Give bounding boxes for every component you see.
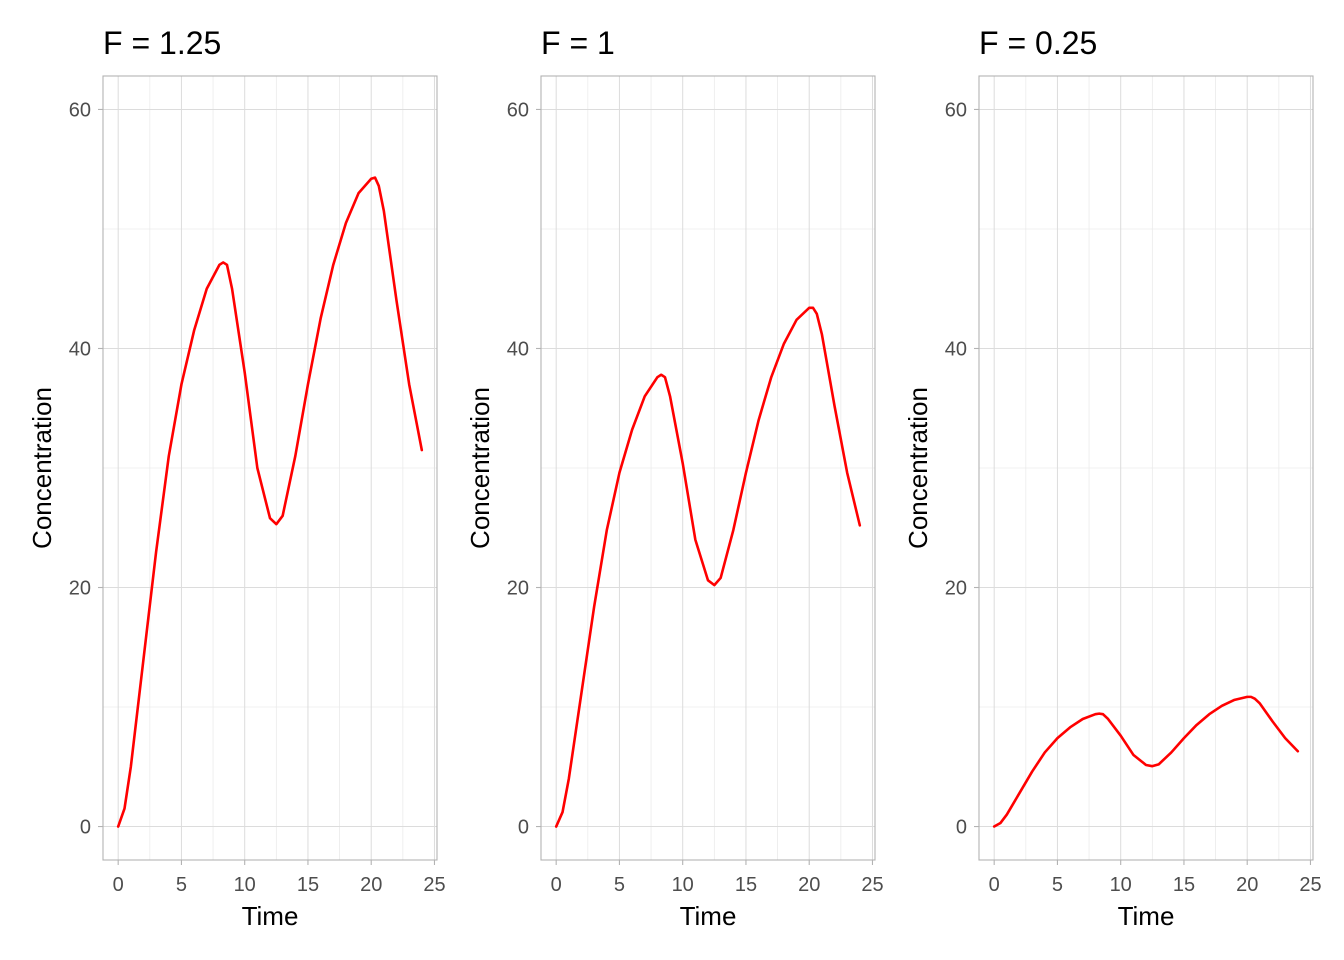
panel-title: F = 0.25: [979, 25, 1097, 61]
y-tick-label: 20: [507, 578, 529, 600]
panel-1: 0 5 10 15 20 25 0 20 40 60 F = 1.25 Time Concentrati…: [27, 25, 446, 931]
x-tick-label: 20: [360, 874, 382, 896]
x-tick-label: 10: [1110, 874, 1132, 896]
y-tick-label: 0: [956, 817, 967, 839]
y-tick-label: 40: [69, 338, 91, 360]
panel-title: F = 1.25: [103, 25, 221, 61]
y-tick-label: 40: [507, 338, 529, 360]
x-axis-label: Time: [242, 901, 299, 931]
y-axis-label: Concentration: [903, 387, 933, 549]
y-tick-label: 40: [945, 338, 967, 360]
y-tick-label: 20: [69, 578, 91, 600]
x-tick-label: 0: [551, 874, 562, 896]
panel-border: [540, 75, 876, 861]
panel-3: 0 5 10 15 20 25 0 20 40 60 F = 0.25 Time Concentrati…: [903, 25, 1322, 931]
y-axis-label: Concentration: [465, 387, 495, 549]
x-tick-label: 10: [672, 874, 694, 896]
x-tick-label: 20: [1236, 874, 1258, 896]
panel-border: [978, 75, 1314, 861]
x-tick-label: 0: [113, 874, 124, 896]
concentration-line: [992, 695, 1300, 828]
y-tick-label: 20: [945, 578, 967, 600]
y-axis-label: Concentration: [27, 387, 57, 549]
x-tick-label: 0: [989, 874, 1000, 896]
x-tick-label: 15: [1173, 874, 1195, 896]
concentration-line: [554, 306, 862, 828]
x-tick-label: 5: [176, 874, 187, 896]
panel-border: [102, 75, 438, 861]
y-tick-label: 0: [80, 817, 91, 839]
y-tick-label: 60: [507, 99, 529, 121]
x-tick-label: 25: [1299, 874, 1321, 896]
x-tick-label: 5: [614, 874, 625, 896]
x-axis-label: Time: [1118, 901, 1175, 931]
concentration-line: [116, 176, 424, 828]
x-tick-label: 25: [423, 874, 445, 896]
x-tick-label: 10: [234, 874, 256, 896]
x-axis-label: Time: [680, 901, 737, 931]
y-tick-label: 0: [518, 817, 529, 839]
x-tick-label: 25: [861, 874, 883, 896]
x-tick-label: 5: [1052, 874, 1063, 896]
x-tick-label: 15: [297, 874, 319, 896]
panel-title: F = 1: [541, 25, 615, 61]
y-tick-label: 60: [69, 99, 91, 121]
x-tick-label: 20: [798, 874, 820, 896]
x-tick-label: 15: [735, 874, 757, 896]
panel-2: 0 5 10 15 20 25 0 20 40 60 F = 1 Time Concentration: [465, 25, 884, 931]
y-tick-label: 60: [945, 99, 967, 121]
